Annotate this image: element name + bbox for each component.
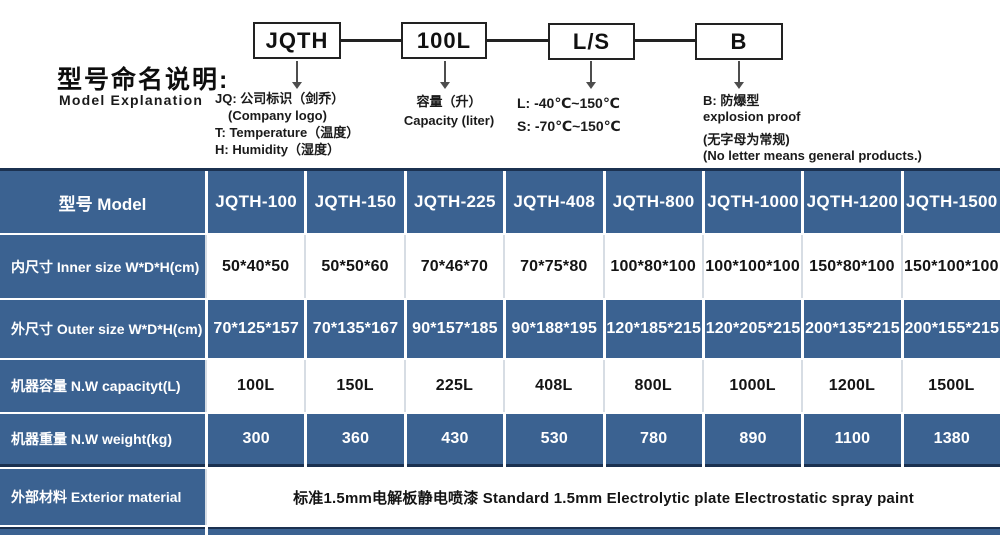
header-model-cell: JQTH-225 [406, 171, 504, 233]
row-label-cell: 内尺寸 Inner size W*D*H(cm) [0, 235, 205, 298]
spec-value-cell: 70*135*167 [307, 300, 404, 358]
table-row-capacity: 机器容量 N.W capacityt(L) 100L 150L 225L 408… [0, 360, 1000, 412]
connector-line [635, 39, 695, 42]
spec-value-cell: 70*75*80 [505, 235, 603, 298]
row-label-cell: 外部材料 Exterior material [0, 469, 205, 525]
table-row-weight: 机器重量 N.W weight(kg) 300 360 430 530 780 … [0, 414, 1000, 467]
spec-value-cell: 890 [704, 414, 802, 467]
header-model-cell: JQTH-1500 [903, 171, 1000, 233]
spec-value-cell: 100*80*100 [604, 235, 702, 298]
table-row-partial [0, 527, 1000, 535]
spec-value-cell: 50*50*60 [306, 235, 404, 298]
spec-value-cell: 1100 [804, 414, 901, 467]
table-header-row: 型号 Model JQTH-100 JQTH-150 JQTH-225 JQTH… [0, 168, 1000, 233]
note-explosion-proof: B: 防爆型 explosion proof (无字母为常规) (No lett… [703, 93, 922, 164]
table-row-inner-size: 内尺寸 Inner size W*D*H(cm) 50*40*50 50*50*… [0, 235, 1000, 298]
spec-value-cell: 300 [208, 414, 305, 467]
spec-span-value-cell [208, 527, 1000, 535]
spec-table: 型号 Model JQTH-100 JQTH-150 JQTH-225 JQTH… [0, 168, 1000, 535]
spec-value-cell: 1500L [902, 360, 1000, 412]
spec-value-cell: 70*46*70 [405, 235, 504, 298]
note-jqth: JQ: 公司标识（剑乔） (Company logo) T: Temperatu… [215, 90, 359, 158]
spec-value-cell: 100*100*100 [703, 235, 802, 298]
note-line: (Company logo) [228, 108, 327, 123]
note-line: S: -70℃~150℃ [517, 118, 621, 134]
note-line: L: -40℃~150℃ [517, 95, 620, 111]
header-label-cell: 型号 Model [0, 171, 205, 233]
down-arrow-icon [734, 61, 744, 89]
spec-value-cell: 150*80*100 [803, 235, 901, 298]
spec-value-cell: 408L [505, 360, 603, 412]
spec-value-cell: 225L [405, 360, 504, 412]
spec-value-cell: 530 [506, 414, 603, 467]
header-model-cell: JQTH-800 [605, 171, 702, 233]
row-label-cell: 外尺寸 Outer size W*D*H(cm) [0, 300, 205, 358]
row-label-cell [0, 527, 205, 535]
note-line: Capacity (liter) [403, 113, 495, 128]
spec-value-cell: 430 [406, 414, 504, 467]
spec-value-cell: 70*125*157 [208, 300, 305, 358]
table-row-exterior-material: 外部材料 Exterior material 标准1.5mm电解板静电喷漆 St… [0, 469, 1000, 525]
spec-value-cell: 1380 [903, 414, 1000, 467]
table-row-outer-size: 外尺寸 Outer size W*D*H(cm) 70*125*157 70*1… [0, 300, 1000, 358]
connector-line [341, 39, 401, 42]
note-line: (无字母为常规) [703, 132, 790, 147]
header-model-cell: JQTH-100 [208, 171, 305, 233]
spec-value-cell: 150*100*100 [902, 235, 1000, 298]
spec-value-cell: 200*135*215 [804, 300, 901, 358]
connector-line [487, 39, 548, 42]
note-line: 容量（升） [416, 94, 482, 109]
model-code-box-b: B [695, 23, 783, 60]
spec-value-cell: 360 [307, 414, 404, 467]
header-model-cell: JQTH-1200 [804, 171, 901, 233]
note-line: H: Humidity（湿度） [215, 142, 340, 157]
note-line: B: 防爆型 [703, 93, 760, 108]
spec-value-cell: 100L [207, 360, 305, 412]
down-arrow-icon [292, 61, 302, 89]
header-model-cell: JQTH-150 [307, 171, 404, 233]
spec-span-value-cell: 标准1.5mm电解板静电喷漆 Standard 1.5mm Electrolyt… [207, 469, 1000, 525]
down-arrow-icon [440, 61, 450, 89]
diagram-heading-en: Model Explanation [59, 92, 204, 108]
spec-value-cell: 800L [604, 360, 702, 412]
spec-value-cell: 780 [605, 414, 702, 467]
note-line: T: Temperature（温度） [215, 125, 360, 140]
model-code-box-100l: 100L [401, 22, 487, 59]
model-code-box-ls: L/S [548, 23, 635, 60]
header-model-cell: JQTH-408 [506, 171, 603, 233]
spec-value-cell: 200*155*215 [903, 300, 1000, 358]
spec-value-cell: 120*185*215 [605, 300, 702, 358]
model-naming-diagram: 型号命名说明: Model Explanation JQTH 100L L/S … [0, 0, 1000, 168]
spec-value-cell: 90*188*195 [506, 300, 603, 358]
note-temperature-range: L: -40℃~150℃ S: -70℃~150℃ [517, 92, 621, 138]
note-line: explosion proof [703, 109, 801, 124]
row-label-cell: 机器重量 N.W weight(kg) [0, 414, 205, 467]
spec-value-cell: 50*40*50 [207, 235, 305, 298]
spec-value-cell: 120*205*215 [704, 300, 802, 358]
spec-value-cell: 1000L [703, 360, 802, 412]
note-capacity: 容量（升） Capacity (liter) [388, 92, 510, 130]
spec-value-cell: 1200L [803, 360, 901, 412]
note-line: JQ: 公司标识（剑乔） [215, 91, 345, 106]
row-label-cell: 机器容量 N.W capacityt(L) [0, 360, 205, 412]
note-line: (No letter means general products.) [703, 148, 922, 163]
model-code-box-jqth: JQTH [253, 22, 341, 59]
spec-value-cell: 90*157*185 [406, 300, 504, 358]
down-arrow-icon [586, 61, 596, 89]
spec-value-cell: 150L [306, 360, 404, 412]
diagram-heading-cn: 型号命名说明: [57, 66, 230, 94]
header-model-cell: JQTH-1000 [704, 171, 802, 233]
